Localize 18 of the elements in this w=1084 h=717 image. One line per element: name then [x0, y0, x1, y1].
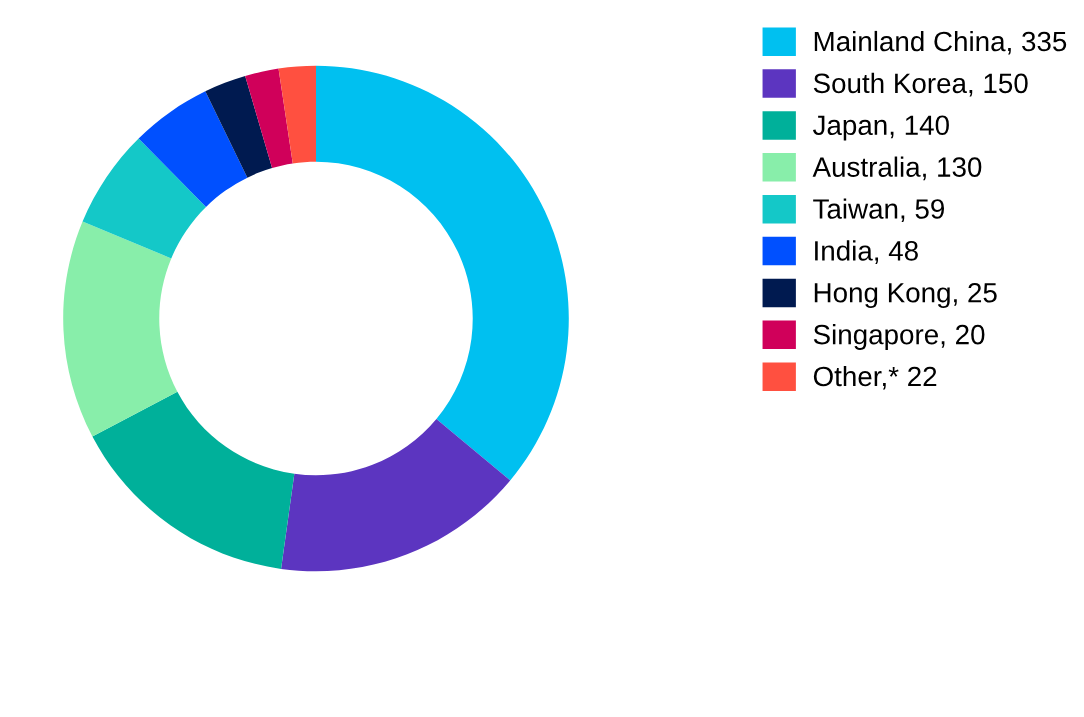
donut-slice: [82, 138, 207, 259]
donut-slice: [92, 391, 295, 569]
legend-label: Taiwan, 59: [813, 198, 945, 223]
donut-slice: [205, 75, 273, 178]
legend-label: South Korea, 150: [813, 72, 1028, 97]
donut-slice: [278, 65, 316, 164]
donut-slice: [316, 65, 569, 481]
legend-label: Mainland China, 335: [814, 30, 1067, 55]
legend-label: Singapore, 20: [813, 324, 985, 350]
legend-label: Japan, 140: [812, 115, 949, 141]
donut-slice: [281, 418, 511, 572]
legend-label: Other,* 22: [813, 365, 937, 390]
legend-label: India, 48: [815, 240, 918, 264]
legend-label: Hong Kong, 25: [814, 282, 997, 309]
donut-slice: [138, 91, 248, 207]
legend-label: Australia, 130: [812, 156, 982, 181]
donut-slice: [63, 221, 178, 437]
donut-slice: [245, 68, 293, 169]
